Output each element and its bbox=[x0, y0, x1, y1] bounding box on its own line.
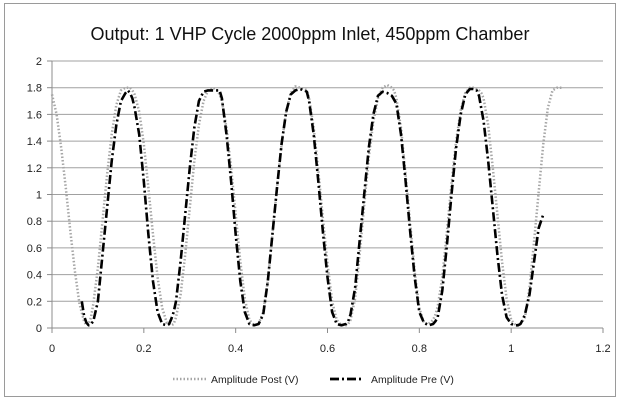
series-line-amplitude-pre bbox=[80, 87, 545, 327]
y-tick-label: 0.6 bbox=[27, 243, 42, 255]
y-tick-label: 1.6 bbox=[27, 109, 42, 121]
legend-label: Amplitude Pre (V) bbox=[371, 374, 454, 386]
chart-frame: Output: 1 VHP Cycle 2000ppm Inlet, 450pp… bbox=[4, 3, 616, 397]
y-tick-label: 0 bbox=[36, 323, 42, 335]
series-line-amplitude-post bbox=[50, 83, 562, 327]
y-tick-label: 0.4 bbox=[27, 270, 42, 282]
y-tick-label: 1 bbox=[36, 190, 42, 202]
x-tick-label: 0.4 bbox=[228, 343, 243, 355]
legend-label: Amplitude Post (V) bbox=[211, 374, 299, 386]
y-tick-label: 1.4 bbox=[27, 136, 42, 148]
x-tick-label: 0.8 bbox=[412, 343, 427, 355]
x-tick-label: 0 bbox=[49, 343, 55, 355]
x-tick-label: 0.6 bbox=[320, 343, 335, 355]
x-axis-tick-labels: 0 0.2 0.4 0.6 0.8 1 1.2 bbox=[49, 343, 611, 355]
y-tick-label: 0.2 bbox=[27, 296, 42, 308]
y-axis-tick-labels: 0 0.2 0.4 0.6 0.8 1 1.2 1.4 1.6 1.8 2 bbox=[27, 56, 42, 335]
x-tick-label: 1.2 bbox=[595, 343, 610, 355]
legend: Amplitude Post (V) Amplitude Pre (V) bbox=[173, 374, 454, 386]
x-tick-label: 1 bbox=[508, 343, 514, 355]
y-tick-label: 1.2 bbox=[27, 163, 42, 175]
y-tick-label: 2 bbox=[36, 56, 42, 68]
series-lines bbox=[50, 83, 562, 327]
gridlines bbox=[52, 60, 603, 302]
chart-title: Output: 1 VHP Cycle 2000ppm Inlet, 450pp… bbox=[90, 24, 530, 44]
x-tick-label: 0.2 bbox=[136, 343, 151, 355]
axes bbox=[47, 60, 604, 333]
y-tick-label: 1.8 bbox=[27, 83, 42, 95]
y-tick-label: 0.8 bbox=[27, 216, 42, 228]
